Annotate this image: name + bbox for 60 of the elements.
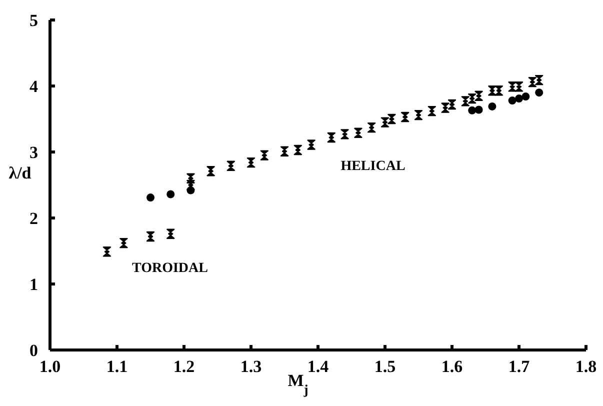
x-tick-label: 1.0	[39, 357, 61, 376]
x-tick-label: 1.3	[240, 357, 262, 376]
y-tick-label: 4	[30, 77, 38, 96]
point	[294, 144, 302, 156]
y-tick-label: 1	[30, 275, 38, 294]
point	[186, 186, 195, 194]
annotation: TOROIDAL	[132, 261, 208, 276]
point	[468, 106, 476, 114]
point	[340, 129, 349, 140]
point	[488, 102, 496, 110]
annotation: HELICAL	[340, 159, 406, 174]
point	[522, 92, 530, 101]
point	[474, 106, 483, 114]
x-tick-label: 1.1	[106, 357, 128, 376]
point	[307, 140, 316, 150]
point	[468, 93, 476, 104]
point	[448, 99, 456, 110]
x-tick-label: 1.7	[508, 357, 530, 376]
y-axis-title: λ/d	[8, 163, 32, 182]
x-tick-label: 1.5	[374, 357, 396, 376]
point	[368, 122, 376, 133]
x-tick-label: 1.8	[575, 357, 597, 376]
point	[515, 94, 523, 103]
point	[535, 74, 544, 86]
point	[280, 146, 289, 156]
point	[380, 117, 390, 128]
point	[528, 76, 536, 88]
point	[146, 231, 155, 242]
point	[494, 86, 503, 96]
point	[146, 194, 154, 202]
point	[327, 132, 336, 143]
point	[226, 160, 235, 171]
point	[354, 128, 362, 138]
point	[441, 102, 450, 113]
point	[428, 106, 436, 116]
y-tick-label: 3	[30, 143, 38, 162]
point	[401, 112, 410, 122]
point	[246, 157, 256, 168]
x-tick-label: 1.6	[441, 357, 463, 376]
x-axis-title: M$_{j}$	[288, 371, 308, 396]
point	[535, 88, 544, 97]
point	[260, 150, 268, 160]
x-tick-label: 1.4	[307, 357, 330, 376]
point	[102, 246, 112, 257]
point	[461, 96, 470, 106]
point	[488, 86, 496, 96]
point	[120, 238, 128, 248]
x-tick-label: 1.2	[173, 357, 195, 376]
point	[206, 166, 215, 176]
y-tick-label: 5	[30, 11, 38, 30]
point	[414, 110, 423, 120]
point	[166, 190, 175, 198]
y-tick-label: 2	[30, 209, 38, 228]
y-tick-label: 0	[30, 341, 38, 360]
point	[474, 90, 483, 101]
point	[514, 82, 524, 92]
point	[388, 114, 396, 124]
point	[166, 228, 175, 239]
point	[508, 82, 516, 92]
point	[508, 96, 516, 105]
